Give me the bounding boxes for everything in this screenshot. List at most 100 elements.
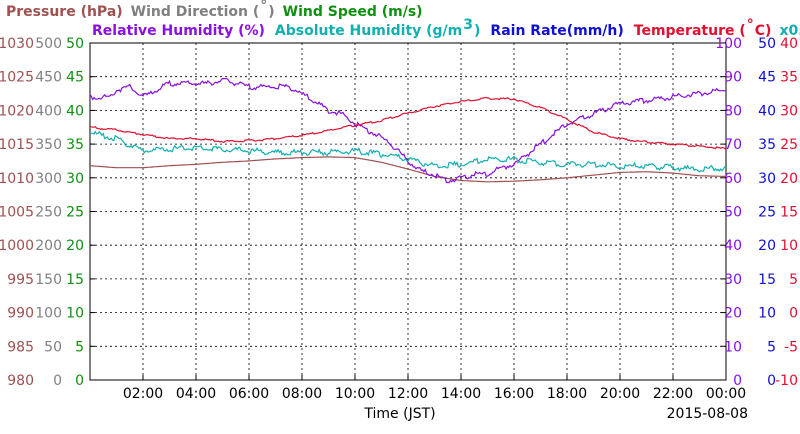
legend-entry: ° — [260, 0, 267, 14]
date-label: 2015-08-08 — [667, 406, 748, 422]
wind-speed-tick-label: 0 — [75, 373, 84, 389]
left-axes: 9809859909951000100510101015102010251030… — [0, 36, 95, 389]
wind-direction-tick-label: 0 — [53, 373, 62, 389]
grid-lines — [90, 43, 726, 380]
rain-rate-tick-label: 50 — [758, 36, 776, 52]
temperature-tick-label: 5 — [789, 272, 798, 288]
wind-direction-tick-label: 150 — [35, 272, 62, 288]
relative-humidity-tick-label: 10 — [724, 339, 742, 355]
temperature-tick-label: 40 — [780, 36, 798, 52]
relative-humidity-tick-label: 20 — [724, 306, 742, 322]
series-line-relative-humidity-1 — [89, 77, 727, 184]
wind-direction-tick-label: 100 — [35, 306, 62, 322]
temperature-tick-label: 15 — [780, 205, 798, 221]
wind-speed-tick-label: 10 — [66, 306, 84, 322]
series-line-temperature-3 — [89, 96, 727, 151]
rain-rate-tick-label: 40 — [758, 103, 776, 119]
rain-rate-tick-label: 30 — [758, 171, 776, 187]
temperature-tick-label: 10 — [780, 238, 798, 254]
legend-entry: x0.3 — [779, 23, 800, 39]
legend-entry: ) — [474, 23, 480, 39]
wind-speed-tick-label: 30 — [66, 171, 84, 187]
wind-speed-tick-label: 20 — [66, 238, 84, 254]
relative-humidity-tick-label: 30 — [724, 272, 742, 288]
x-tick-label: 08:00 — [282, 386, 322, 402]
pressure-tick-label: 1020 — [0, 103, 34, 119]
wind-speed-tick-label: 25 — [66, 205, 84, 221]
temperature-tick-label: 30 — [780, 103, 798, 119]
wind-speed-tick-label: 35 — [66, 137, 84, 153]
series-line-pressure-0 — [89, 156, 727, 183]
rain-rate-tick-label: 15 — [758, 272, 776, 288]
relative-humidity-tick-label: 80 — [724, 103, 742, 119]
pressure-tick-label: 1000 — [0, 238, 34, 254]
wind-speed-tick-label: 5 — [75, 339, 84, 355]
x-tick-label: 12:00 — [388, 386, 428, 402]
relative-humidity-tick-label: 60 — [724, 171, 742, 187]
rain-rate-tick-label: 35 — [758, 137, 776, 153]
pressure-tick-label: 1025 — [0, 70, 34, 86]
wind-direction-tick-label: 450 — [35, 70, 62, 86]
wind-direction-tick-label: 200 — [35, 238, 62, 254]
x-tick-label: 06:00 — [229, 386, 269, 402]
temperature-tick-label: 25 — [780, 137, 798, 153]
wind-direction-tick-label: 300 — [35, 171, 62, 187]
relative-humidity-tick-label: 0 — [733, 373, 742, 389]
temperature-tick-label: -5 — [784, 339, 798, 355]
temperature-tick-label: 35 — [780, 70, 798, 86]
pressure-tick-label: 995 — [7, 272, 34, 288]
rain-rate-tick-label: 45 — [758, 70, 776, 86]
rain-rate-tick-label: 0 — [767, 373, 776, 389]
wind-direction-tick-label: 50 — [44, 339, 62, 355]
x-tick-label: 00:00 — [706, 386, 746, 402]
pressure-tick-label: 1030 — [0, 36, 34, 52]
x-axis: 02:00 04:00 06:00 08:00 10:00 12:00 14:00 16:00… — [123, 375, 746, 402]
pressure-tick-label: 980 — [7, 373, 34, 389]
wind-direction-tick-label: 350 — [35, 137, 62, 153]
legend-entry: ° — [747, 17, 754, 33]
relative-humidity-tick-label: 100 — [715, 36, 742, 52]
wind-speed-tick-label: 45 — [66, 70, 84, 86]
right-axes: 0102030405060708090100051015202530354045… — [715, 36, 798, 389]
wind-speed-tick-label: 50 — [66, 36, 84, 52]
pressure-tick-label: 1005 — [0, 205, 34, 221]
pressure-tick-label: 1010 — [0, 171, 34, 187]
x-tick-label: 02:00 — [123, 386, 163, 402]
rain-rate-tick-label: 25 — [758, 205, 776, 221]
relative-humidity-tick-label: 90 — [724, 70, 742, 86]
legend-entry: Wind Speed (m/s) — [283, 4, 423, 20]
relative-humidity-tick-label: 50 — [724, 205, 742, 221]
legend-entry: ) — [268, 4, 274, 20]
legend-entry: Wind Direction ( — [131, 4, 260, 20]
wind-direction-tick-label: 500 — [35, 36, 62, 52]
legend: Pressure (hPa) Wind Direction (°) Wind Spe… — [6, 0, 800, 39]
x-tick-label: 18:00 — [547, 386, 587, 402]
x-tick-label: 22:00 — [653, 386, 693, 402]
x-tick-label: 10:00 — [335, 386, 375, 402]
rain-rate-tick-label: 10 — [758, 306, 776, 322]
x-tick-label: 20:00 — [600, 386, 640, 402]
temperature-tick-label: 20 — [780, 171, 798, 187]
wind-direction-tick-label: 250 — [35, 205, 62, 221]
relative-humidity-tick-label: 70 — [724, 137, 742, 153]
pressure-tick-label: 985 — [7, 339, 34, 355]
x-tick-label: 14:00 — [441, 386, 481, 402]
rain-rate-tick-label: 20 — [758, 238, 776, 254]
temperature-tick-label: -10 — [775, 373, 798, 389]
relative-humidity-tick-label: 40 — [724, 238, 742, 254]
series-lines — [89, 77, 727, 184]
wind-direction-tick-label: 400 — [35, 103, 62, 119]
wind-speed-tick-label: 40 — [66, 103, 84, 119]
pressure-tick-label: 1015 — [0, 137, 34, 153]
legend-entry: Relative Humidity (%) — [92, 23, 265, 39]
legend-entry: C) — [755, 23, 772, 39]
temperature-tick-label: 0 — [789, 306, 798, 322]
legend-entry: Rain Rate(mm/h) — [490, 23, 623, 39]
legend-entry: 3 — [463, 17, 473, 33]
legend-entry: Absolute Humidity (g/m — [275, 23, 462, 39]
rain-rate-tick-label: 5 — [767, 339, 776, 355]
wind-speed-tick-label: 15 — [66, 272, 84, 288]
x-tick-label: 16:00 — [494, 386, 534, 402]
series-line-relative-humidity-2 — [89, 130, 727, 173]
